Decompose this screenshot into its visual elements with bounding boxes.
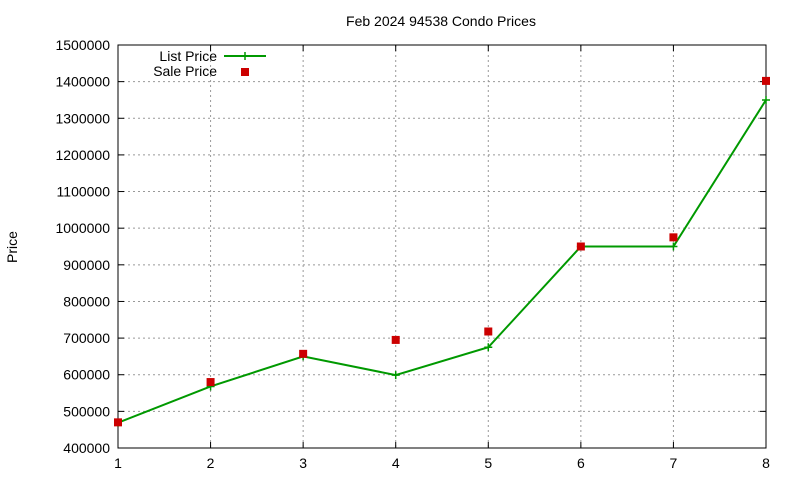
y-axis-label: Price xyxy=(4,231,20,263)
y-tick-label: 1100000 xyxy=(57,184,111,200)
y-tick-label: 1200000 xyxy=(55,147,110,163)
sale-price-point xyxy=(484,327,493,336)
y-tick-label: 1500000 xyxy=(55,37,110,53)
y-tick-label: 500000 xyxy=(63,403,110,419)
plot-frame xyxy=(117,44,767,449)
sale-price-point xyxy=(391,335,400,344)
list-price-point xyxy=(669,242,678,251)
x-tick-label: 6 xyxy=(577,455,585,471)
y-tick-label: 1300000 xyxy=(55,110,110,126)
x-tick-label: 7 xyxy=(670,455,678,471)
legend-sale-price-label: Sale Price xyxy=(153,63,217,79)
list-price-point xyxy=(484,343,493,352)
y-tick-label: 800000 xyxy=(63,293,110,309)
y-tick-label: 1000000 xyxy=(55,220,110,236)
legend-list-price-label: List Price xyxy=(159,48,217,64)
series-layer xyxy=(114,76,770,427)
x-tick-label: 3 xyxy=(299,455,307,471)
sale-price-point xyxy=(206,378,215,387)
sale-price-point xyxy=(299,349,308,358)
list-price-point xyxy=(762,95,770,104)
legend-sale-price-marker xyxy=(241,68,249,76)
y-tick-label: 1400000 xyxy=(55,74,110,90)
chart-title: Feb 2024 94538 Condo Prices xyxy=(346,13,536,29)
list-price-point xyxy=(391,371,400,380)
sale-price-point xyxy=(762,76,770,85)
sale-price-point xyxy=(669,233,678,242)
axis-ticks: 400000 500000 600000 700000 800000 900000 1000… xyxy=(55,37,770,471)
x-tick-label: 4 xyxy=(392,455,400,471)
grid xyxy=(118,45,766,448)
x-tick-label: 5 xyxy=(484,455,492,471)
y-tick-label: 400000 xyxy=(63,440,110,456)
list-price-line xyxy=(117,99,767,424)
x-tick-label: 8 xyxy=(762,455,770,471)
y-tick-label: 600000 xyxy=(63,367,110,383)
y-tick-label: 900000 xyxy=(63,257,110,273)
legend-list-price-marker xyxy=(241,52,249,60)
y-tick-label: 700000 xyxy=(63,330,110,346)
sale-price-point xyxy=(576,242,585,251)
x-tick-label: 2 xyxy=(207,455,215,471)
x-tick-label: 1 xyxy=(114,455,122,471)
sale-price-point xyxy=(114,418,122,427)
